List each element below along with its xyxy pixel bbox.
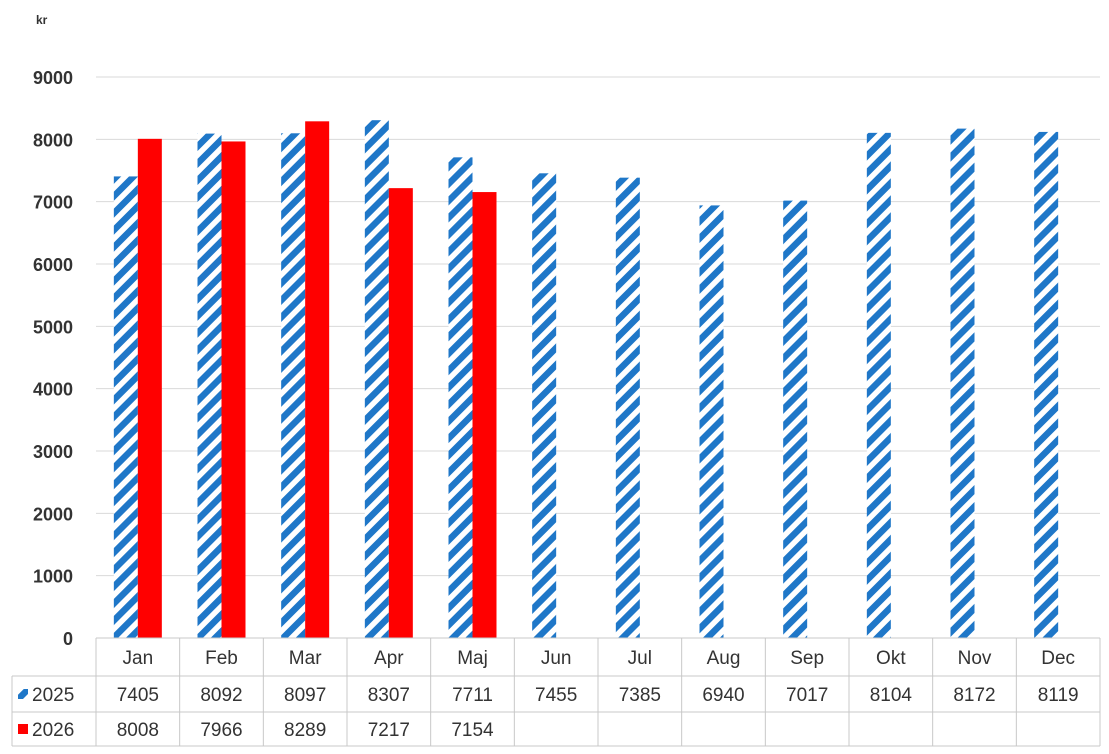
bar-2025-jun — [532, 173, 557, 638]
y-tick-label: 7000 — [33, 193, 73, 213]
bar-2026-apr — [388, 188, 413, 639]
bar-2025-mar — [281, 133, 306, 639]
series-name-2025: 2025 — [32, 685, 74, 706]
series-name-2026: 2026 — [32, 720, 74, 741]
y-tick-label: 1000 — [33, 567, 73, 587]
data-label: 7966 — [200, 720, 242, 741]
bar-2025-maj — [448, 157, 473, 639]
y-axis-ticks: 0 1000 2000 3000 4000 5000 6000 7000 8000 9000 — [33, 68, 73, 649]
data-label: 6940 — [702, 685, 744, 706]
bar-2025-jul — [615, 177, 640, 638]
bar-2025-aug — [699, 205, 724, 638]
bar-2025-okt — [866, 132, 891, 639]
data-label: 7217 — [368, 720, 410, 741]
y-axis-unit-label: kr — [36, 13, 48, 27]
y-tick-label: 9000 — [33, 68, 73, 88]
bar-2025-feb — [197, 133, 222, 638]
bar-2025-sep — [783, 200, 808, 638]
y-tick-label: 3000 — [33, 442, 73, 462]
x-tick-label: Aug — [707, 648, 741, 669]
x-tick-label: Mar — [289, 648, 322, 669]
x-tick-label: Jul — [628, 648, 652, 669]
x-tick-label: Nov — [958, 648, 992, 669]
legend-key-2026 — [18, 724, 28, 734]
x-tick-label: Feb — [205, 648, 238, 669]
bars — [113, 120, 1059, 639]
legend-key-2025 — [18, 689, 28, 699]
bar-2026-jan — [137, 138, 162, 639]
data-label: 7455 — [535, 685, 577, 706]
data-label: 8289 — [284, 720, 326, 741]
x-tick-label: Apr — [374, 648, 404, 669]
y-tick-label: 5000 — [33, 317, 73, 337]
data-label: 8097 — [284, 685, 326, 706]
data-table: Jan Feb Mar Apr Maj Jun Jul Aug Sep Okt Nov Dec 2025… — [11, 637, 1101, 747]
bar-2025-dec — [1034, 131, 1059, 639]
x-tick-label: Dec — [1041, 648, 1075, 669]
bar-2025-jan — [113, 176, 138, 638]
x-tick-label: Okt — [876, 648, 906, 669]
x-tick-label: Sep — [790, 648, 824, 669]
data-label: 7405 — [117, 685, 159, 706]
data-label: 7017 — [786, 685, 828, 706]
bar-2025-apr — [364, 120, 389, 638]
bar-2026-feb — [221, 141, 246, 638]
x-tick-label: Jun — [541, 648, 572, 669]
bar-2026-maj — [472, 192, 497, 639]
data-label: 7154 — [451, 720, 494, 741]
data-label: 8172 — [953, 685, 995, 706]
x-tick-label: Maj — [457, 648, 488, 669]
y-tick-label: 8000 — [33, 130, 73, 150]
data-label: 8008 — [117, 720, 159, 741]
data-label: 8119 — [1038, 685, 1079, 706]
y-tick-label: 4000 — [33, 380, 73, 400]
y-tick-label: 2000 — [33, 504, 73, 524]
data-label: 7711 — [452, 685, 493, 706]
x-tick-label: Jan — [123, 648, 154, 669]
y-tick-label: 0 — [63, 629, 73, 649]
y-tick-label: 6000 — [33, 255, 73, 275]
data-label: 7385 — [619, 685, 661, 706]
data-label: 8104 — [870, 685, 913, 706]
bar-2025-nov — [950, 128, 975, 638]
data-label: 8307 — [368, 685, 410, 706]
gridlines — [96, 76, 1100, 577]
data-label: 8092 — [200, 685, 242, 706]
bar-2026-mar — [305, 121, 330, 639]
